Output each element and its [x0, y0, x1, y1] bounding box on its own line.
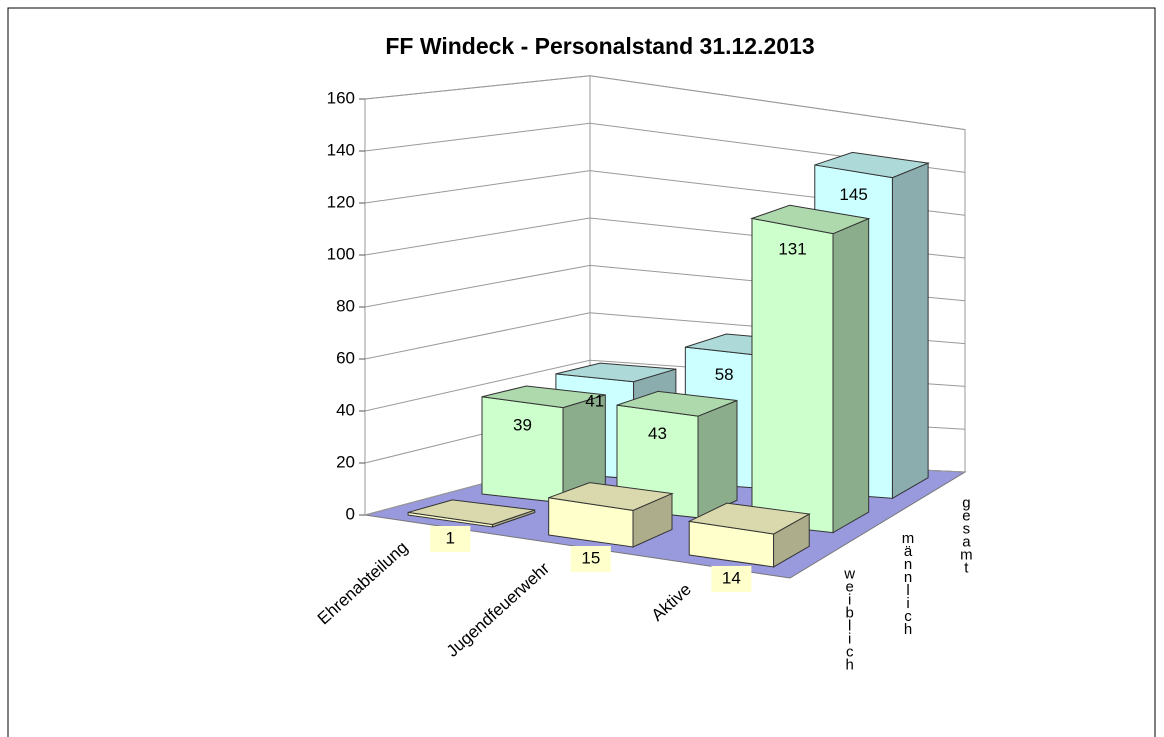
bar — [407, 499, 536, 528]
bar-top — [548, 482, 674, 511]
data-label: 131 — [778, 240, 806, 259]
series-label: weiblich — [841, 565, 858, 669]
series-label: männlich — [900, 530, 917, 634]
bar-side — [891, 162, 929, 500]
y-tick-label: 140 — [327, 140, 355, 159]
data-label-bg — [711, 565, 752, 592]
bar-top — [814, 151, 931, 179]
bar-side — [697, 399, 738, 519]
bar-top — [481, 385, 606, 409]
bar-top — [555, 362, 677, 383]
bar — [548, 482, 674, 548]
data-label: 145 — [839, 185, 867, 204]
data-label: 14 — [722, 568, 741, 587]
grid-line — [364, 75, 966, 131]
bar — [750, 204, 871, 534]
data-label: 43 — [648, 424, 667, 443]
y-tick-label: 60 — [336, 348, 355, 367]
y-tick-label: 20 — [336, 452, 355, 471]
bar — [687, 502, 811, 568]
y-tick-label: 100 — [327, 244, 355, 263]
data-label: 39 — [513, 416, 532, 435]
bar-top — [407, 499, 535, 525]
bar-top — [616, 390, 738, 417]
data-label: 58 — [715, 365, 734, 384]
data-label-bg — [430, 525, 471, 552]
series-label: gesamt — [958, 495, 975, 573]
y-tick-label: 120 — [327, 192, 355, 211]
y-tick-label: 160 — [327, 88, 355, 107]
grid-line — [364, 122, 966, 173]
bar-top — [687, 502, 811, 535]
data-label: 41 — [585, 391, 604, 410]
data-label-bg — [570, 545, 611, 572]
y-tick-label: 40 — [336, 400, 355, 419]
bar-front — [751, 217, 834, 534]
bar-side — [832, 217, 870, 534]
bar-front — [481, 396, 564, 504]
chart-title: FF Windeck - Personalstand 31.12.2013 — [385, 33, 814, 59]
data-label: 1 — [446, 528, 455, 547]
bar — [481, 385, 606, 504]
bar-top — [750, 204, 871, 235]
y-tick-label: 80 — [336, 296, 355, 315]
data-label: 15 — [581, 548, 600, 567]
y-tick-label: 0 — [346, 504, 355, 523]
